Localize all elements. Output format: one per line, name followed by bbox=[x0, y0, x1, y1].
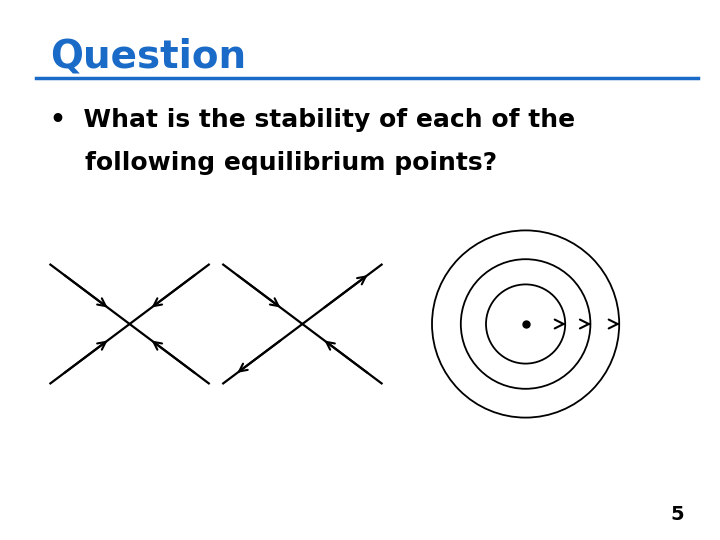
Text: 5: 5 bbox=[670, 505, 684, 524]
Text: •  What is the stability of each of the: • What is the stability of each of the bbox=[50, 108, 575, 132]
Text: Question: Question bbox=[50, 38, 246, 76]
Text: following equilibrium points?: following equilibrium points? bbox=[50, 151, 498, 175]
